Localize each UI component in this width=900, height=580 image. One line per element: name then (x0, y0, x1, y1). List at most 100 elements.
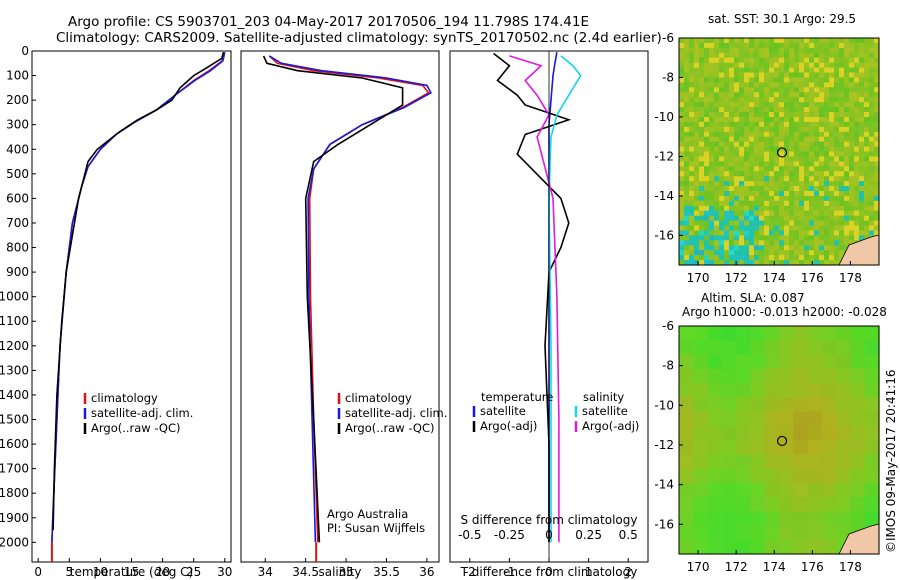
y-tick-label: 700 (6, 216, 29, 230)
lon-tick-label: 174 (763, 271, 786, 285)
x-tick-label: 0 (545, 565, 553, 579)
lon-tick-label: 170 (687, 560, 710, 574)
y-tick-label: 300 (6, 118, 29, 132)
title-line-1: Argo profile: CS 5903701_203 04-May-2017… (68, 14, 589, 30)
top-tick-label: 0.25 (575, 528, 602, 542)
temperature-panel-frame (31, 50, 232, 563)
top-tick-label: -0.5 (458, 528, 481, 542)
x-tick-label: 36 (419, 565, 434, 579)
top-tick-label: 0.5 (619, 528, 638, 542)
x-tick-label: 35.5 (373, 565, 400, 579)
legend-entry: Argo(..raw -QC) (91, 421, 181, 435)
difference-panel: -2 -1 0 1 2T difference from climatology S di… (458, 51, 639, 579)
float-location-marker (776, 435, 788, 447)
series-line (52, 51, 225, 531)
sst-map-title: sat. SST: 30.1 Argo: 29.5 (708, 12, 856, 26)
y-tick-label: 100 (6, 69, 29, 83)
y-tick-label: 200 (6, 93, 29, 107)
lon-tick-label: 172 (725, 560, 748, 574)
y-tick-label: 1800 (0, 486, 29, 500)
y-tick-label: 1200 (0, 339, 29, 353)
y-tick-label: 1600 (0, 437, 29, 451)
sla-map-title: Altim. SLA: 0.087 (701, 291, 805, 305)
lon-tick-label: 178 (839, 560, 862, 574)
x-tick-label: -1 (503, 565, 515, 579)
legend-entry: satellite-adj. clim. (91, 406, 193, 420)
lat-tick-label: -8 (662, 70, 674, 84)
lon-tick-label: 174 (763, 560, 786, 574)
salinity-panel-frame (240, 50, 440, 563)
lat-tick-label: -14 (654, 478, 674, 492)
lon-tick-label: 178 (839, 271, 862, 285)
float-location-marker (776, 147, 788, 158)
title-line-2: Climatology: CARS2009. Satellite-adjuste… (56, 30, 662, 46)
top-tick-label: 0 (545, 528, 553, 542)
series-line (268, 55, 432, 543)
y-tick-label: 400 (6, 142, 29, 156)
x-axis-label: temperature (deg C) (70, 565, 193, 579)
top-axis-label: S difference from climatology (461, 513, 638, 527)
legend-entry: Argo(..raw -QC) (345, 421, 435, 435)
sst-map (678, 37, 880, 266)
y-tick-label: 0 (21, 44, 29, 58)
lat-tick-label: -10 (654, 398, 674, 412)
y-tick-label: 1700 (0, 462, 29, 476)
legend-entry: climatology (345, 391, 412, 405)
sla-map-subtitle: Argo h1000: -0.013 h2000: -0.028 (682, 305, 887, 319)
x-tick-label: 30 (217, 565, 232, 579)
lat-tick-label: -12 (654, 438, 674, 452)
x-tick-label: 1 (585, 565, 593, 579)
lon-tick-label: 176 (801, 271, 824, 285)
legend-entry: satellite (582, 404, 628, 418)
x-axis-label: salinity (318, 565, 361, 579)
series-line (493, 52, 572, 543)
x-tick-label: 25 (186, 565, 201, 579)
lon-tick-label: 176 (801, 560, 824, 574)
y-tick-label: 1500 (0, 413, 29, 427)
series-line (51, 52, 225, 543)
lat-tick-label: -16 (654, 517, 674, 531)
y-tick-label: 2000 (0, 535, 29, 549)
y-tick-label: 1300 (0, 363, 29, 377)
x-tick-label: 5 (65, 565, 73, 579)
lat-tick-label: -6 (662, 319, 674, 333)
annotation-line-1: Argo Australia (327, 507, 408, 521)
lat-tick-label: -10 (654, 110, 674, 124)
salinity-panel: 34 34.5 35 35.5 36 salinity climatologysatelli… (258, 55, 447, 579)
lat-tick-label: -14 (654, 189, 674, 203)
map-axes: 170 172 174 176 178 -6 -8 -10 -12 -14 -16 (654, 319, 861, 574)
map-axes: 170 172 174 176 178 -6 -8 -10 -12 -14 -16 (654, 31, 861, 285)
series-line (509, 55, 560, 543)
x-tick-label: 20 (155, 565, 170, 579)
legend-heading-temperature: temperature (481, 390, 553, 404)
x-tick-label: -2 (464, 565, 476, 579)
lat-tick-label: -16 (654, 228, 674, 242)
y-tick-label: 900 (6, 265, 29, 279)
legend-entry: climatology (91, 391, 158, 405)
x-tick-label: 0 (34, 565, 42, 579)
legend-heading-salinity: salinity (583, 390, 624, 404)
y-tick-label: 500 (6, 167, 29, 181)
legend-entry: satellite-adj. clim. (345, 406, 447, 420)
temperature-panel: 0 5 10 15 20 25 300100200300400500600700800900… (0, 44, 232, 579)
y-tick-label: 600 (6, 191, 29, 205)
lat-tick-label: -8 (662, 359, 674, 373)
lat-tick-label: -6 (662, 31, 674, 45)
legend-entry: Argo(-adj) (582, 419, 639, 433)
series-line (262, 55, 404, 543)
imos-stamp: ©IMOS 09-May-2017 20:41:16 (884, 369, 898, 553)
y-tick-label: 1400 (0, 388, 29, 402)
x-tick-label: 15 (124, 565, 139, 579)
x-tick-label: 2 (624, 565, 632, 579)
x-tick-label: 34 (258, 565, 273, 579)
top-tick-label: -0.25 (494, 528, 525, 542)
x-tick-label: 34.5 (292, 565, 319, 579)
lat-tick-label: -12 (654, 149, 674, 163)
annotation-line-2: PI: Susan Wijffels (327, 521, 425, 535)
legend-entry: satellite (480, 404, 526, 418)
series-line (268, 55, 430, 543)
sla-map (678, 325, 880, 555)
y-tick-label: 800 (6, 241, 29, 255)
series-line (51, 52, 226, 543)
